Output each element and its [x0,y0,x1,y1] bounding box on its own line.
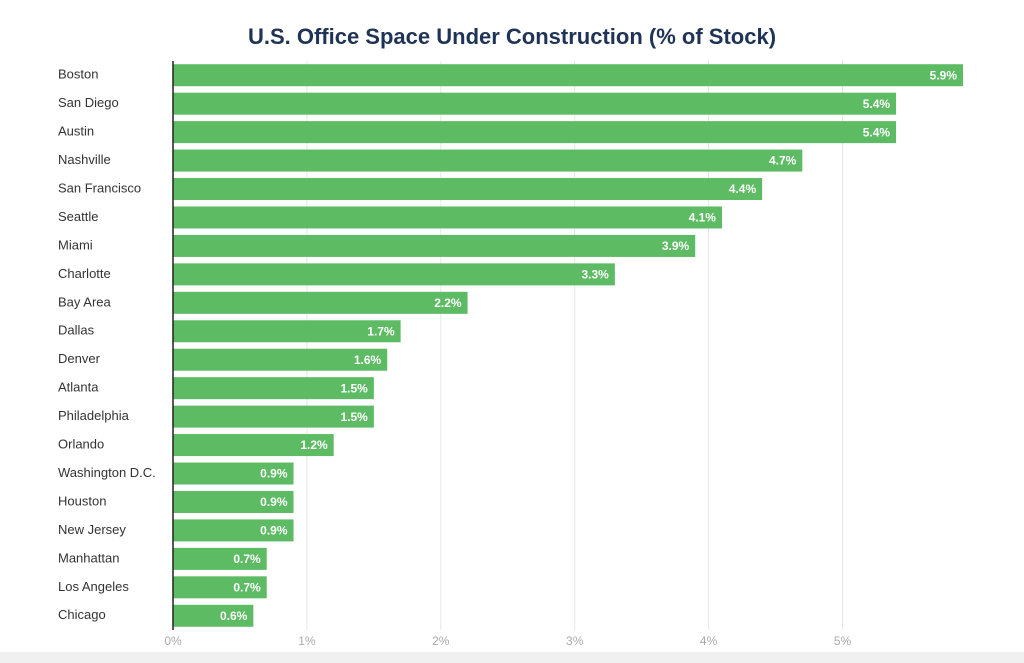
bar [173,490,294,513]
bar [173,121,897,144]
value-label: 1.6% [354,353,382,367]
y-tick-label: Philadelphia [58,408,130,423]
y-tick-label: Houston [58,493,106,508]
value-label: 3.9% [662,239,690,253]
y-tick-label: Bay Area [58,294,112,309]
y-tick-label: Seattle [58,209,98,224]
y-tick-label: Dallas [58,323,95,338]
y-tick-label: Chicago [58,607,106,622]
value-label: 1.5% [340,410,368,424]
y-tick-label: Charlotte [58,266,111,281]
x-tick-label: 0% [164,634,182,648]
bar [173,64,963,87]
bar [173,405,374,428]
value-label: 1.5% [340,381,368,395]
y-tick-label: Boston [58,67,98,82]
y-tick-label: Orlando [58,437,104,452]
value-label: 4.1% [689,211,717,225]
value-label: 0.7% [233,552,261,566]
x-tick-label: 3% [566,634,584,648]
bar [173,149,803,172]
bar [173,348,388,371]
y-tick-label: Denver [58,351,101,366]
y-tick-label: Miami [58,237,93,252]
y-tick-label: New Jersey [58,522,126,537]
y-tick-label: Los Angeles [58,579,129,594]
bottom-strip [0,652,1024,663]
bar [173,576,267,599]
y-tick-label: San Diego [58,95,119,110]
value-label: 5.9% [930,68,958,82]
bar [173,178,763,201]
value-label: 0.9% [260,524,288,538]
bar [173,320,401,343]
x-tick-label: 4% [700,634,718,648]
bar [173,462,294,485]
chart-title: U.S. Office Space Under Construction (% … [248,24,776,49]
y-tick-label: San Francisco [58,180,141,195]
x-tick-label: 2% [432,634,450,648]
bar [173,434,334,457]
bar [173,377,374,400]
y-tick-label: Washington D.C. [58,465,156,480]
y-tick-label: Austin [58,124,94,139]
value-label: 0.7% [233,580,261,594]
bar [173,263,615,286]
bar [173,291,468,314]
value-label: 0.9% [260,467,288,481]
value-label: 2.2% [434,296,462,310]
y-tick-label: Manhattan [58,550,119,565]
bar [173,547,267,570]
bar [173,234,696,257]
value-label: 5.4% [863,125,891,139]
value-label: 4.7% [769,154,797,168]
value-label: 0.6% [220,609,248,623]
bar [173,604,254,627]
y-tick-label: Atlanta [58,380,99,395]
value-label: 4.4% [729,182,757,196]
value-label: 5.4% [863,97,891,111]
value-label: 3.3% [582,268,610,282]
bar [173,92,897,115]
y-tick-label: Nashville [58,152,111,167]
value-label: 1.7% [367,324,395,338]
value-label: 0.9% [260,495,288,509]
bar [173,519,294,542]
x-tick-label: 5% [834,634,852,648]
value-label: 1.2% [300,438,328,452]
bar [173,206,722,229]
x-tick-label: 1% [298,634,316,648]
